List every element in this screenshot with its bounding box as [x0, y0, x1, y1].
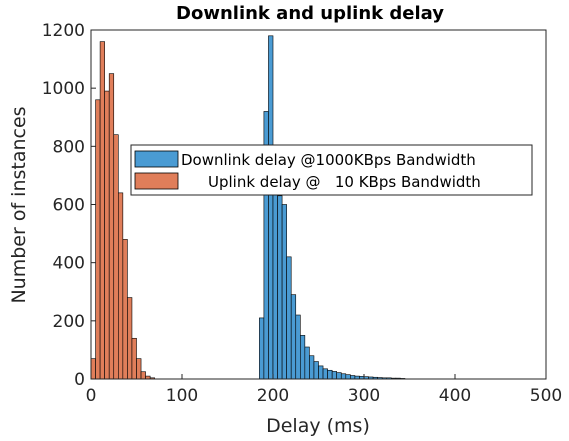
legend-box	[130, 144, 533, 196]
bar-uplink-50	[136, 358, 142, 380]
bar-uplink-35	[122, 239, 128, 380]
bar-downlink-235	[304, 346, 310, 380]
bar-downlink-265	[331, 371, 337, 380]
bar-downlink-220	[290, 294, 297, 380]
bar-downlink-200	[272, 172, 278, 380]
bar-uplink-45	[131, 337, 137, 380]
legend-entry-downlink: Downlink delay @1000KBps Bandwidth	[181, 151, 476, 169]
bar-downlink-285	[350, 375, 356, 380]
x-tick-label: 0	[86, 386, 97, 406]
bar-downlink-210	[281, 204, 287, 380]
bar-downlink-270	[336, 372, 342, 380]
y-tick-label: 400	[53, 254, 85, 274]
legend-swatch-uplink	[134, 172, 179, 190]
bar-downlink-240	[309, 355, 315, 380]
bar-uplink-0	[90, 358, 96, 380]
y-tick-label: 0	[74, 370, 85, 390]
bar-downlink-230	[299, 335, 306, 380]
y-tick-label: 1000	[42, 79, 85, 99]
x-tick-label: 200	[257, 386, 289, 406]
bar-uplink-40	[127, 297, 133, 380]
x-tick-label: 400	[439, 386, 471, 406]
bar-uplink-55	[140, 371, 146, 380]
bar-uplink-20	[108, 73, 115, 380]
y-axis-label: Number of instances	[8, 106, 30, 303]
bar-uplink-15	[104, 90, 110, 380]
legend: Downlink delay @1000KBps Bandwidth Uplin…	[130, 144, 533, 196]
bar-uplink-30	[118, 192, 124, 380]
x-tick-label: 500	[530, 386, 562, 406]
y-tick-label: 600	[53, 196, 85, 216]
bar-downlink-185	[259, 317, 265, 380]
legend-entry-uplink: Uplink delay @ 10 KBps Bandwidth	[208, 173, 481, 191]
y-tick-label: 1200	[42, 21, 85, 41]
bars-layer	[90, 35, 406, 380]
x-axis-label: Delay (ms)	[266, 415, 370, 437]
bar-uplink-25	[113, 134, 119, 380]
chart-title: Downlink and uplink delay	[176, 3, 444, 24]
bar-downlink-245	[313, 361, 319, 380]
bar-downlink-280	[345, 374, 351, 380]
bar-downlink-260	[327, 369, 333, 380]
ticks-layer: 0 100 200 300 400 500 0 200 400 600 800 1000 1200	[42, 21, 562, 406]
x-tick-label: 100	[166, 386, 198, 406]
bar-downlink-195	[268, 35, 274, 380]
x-tick-label: 300	[348, 386, 380, 406]
bar-uplink-5	[95, 99, 101, 380]
bar-downlink-225	[295, 314, 301, 380]
bar-uplink-10	[99, 41, 105, 380]
bar-downlink-205	[277, 195, 283, 380]
y-tick-label: 800	[53, 137, 85, 157]
bar-downlink-250	[318, 365, 324, 380]
y-tick-label: 200	[53, 312, 85, 332]
bar-downlink-215	[286, 256, 292, 380]
bar-downlink-255	[322, 368, 328, 380]
legend-swatch-downlink	[134, 150, 179, 168]
bar-downlink-275	[340, 373, 347, 380]
